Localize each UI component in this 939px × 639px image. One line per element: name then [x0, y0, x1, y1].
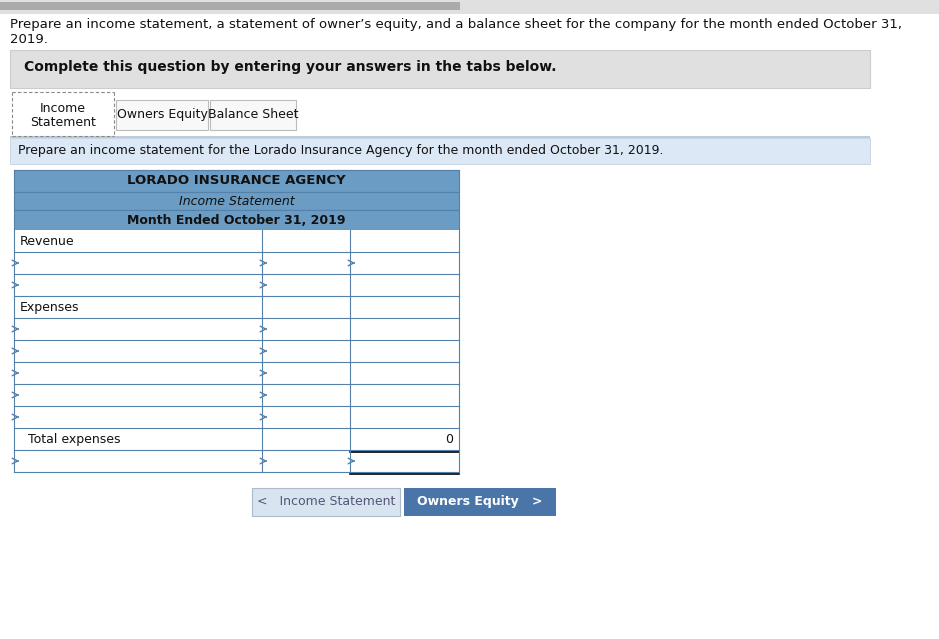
- Bar: [14, 362, 459, 384]
- Bar: [14, 170, 459, 192]
- Bar: [252, 488, 400, 516]
- Bar: [12, 92, 114, 136]
- Bar: [10, 138, 870, 164]
- Text: Revenue: Revenue: [20, 235, 74, 248]
- Bar: [14, 252, 459, 274]
- Bar: [14, 274, 459, 296]
- Text: Expenses: Expenses: [20, 301, 80, 314]
- Text: Complete this question by entering your answers in the tabs below.: Complete this question by entering your …: [24, 60, 557, 74]
- Bar: [10, 136, 870, 138]
- Text: 0: 0: [445, 433, 453, 446]
- Bar: [10, 50, 870, 88]
- Bar: [14, 230, 459, 252]
- Text: Income Statement: Income Statement: [178, 195, 294, 208]
- Text: Balance Sheet: Balance Sheet: [208, 108, 299, 121]
- Text: Owners Equity   >: Owners Equity >: [417, 495, 543, 508]
- Bar: [14, 210, 459, 230]
- Bar: [14, 296, 459, 318]
- Bar: [14, 384, 459, 406]
- Bar: [14, 318, 459, 340]
- Bar: [404, 488, 556, 516]
- Bar: [0, 0, 939, 14]
- Text: 2019.: 2019.: [10, 33, 48, 46]
- Text: Prepare an income statement for the Lorado Insurance Agency for the month ended : Prepare an income statement for the Lora…: [18, 144, 664, 157]
- Bar: [14, 192, 459, 210]
- Bar: [210, 100, 296, 130]
- Text: Statement: Statement: [30, 116, 96, 129]
- Bar: [0, 2, 460, 10]
- Bar: [14, 406, 459, 428]
- Text: LORADO INSURANCE AGENCY: LORADO INSURANCE AGENCY: [127, 174, 346, 187]
- Text: Total expenses: Total expenses: [20, 433, 120, 446]
- Text: Income: Income: [40, 102, 86, 115]
- Text: Prepare an income statement, a statement of owner’s equity, and a balance sheet : Prepare an income statement, a statement…: [10, 18, 902, 31]
- Text: Owners Equity: Owners Equity: [116, 108, 208, 121]
- Text: <   Income Statement: < Income Statement: [256, 495, 395, 508]
- Bar: [14, 450, 459, 472]
- Text: Month Ended October 31, 2019: Month Ended October 31, 2019: [128, 214, 346, 227]
- Bar: [14, 428, 459, 450]
- Bar: [116, 100, 208, 130]
- Bar: [14, 340, 459, 362]
